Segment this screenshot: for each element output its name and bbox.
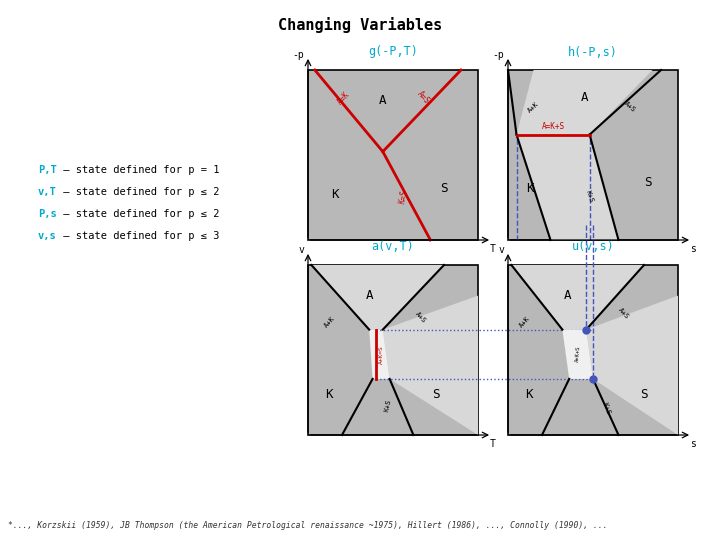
Text: – state defined for p = 1: – state defined for p = 1 [57, 165, 219, 175]
Text: K: K [525, 388, 532, 401]
Text: T: T [490, 244, 496, 254]
Text: K: K [331, 187, 339, 200]
Text: A=K+S: A=K+S [541, 122, 564, 131]
Text: a(v,T): a(v,T) [372, 240, 415, 253]
Polygon shape [308, 265, 478, 435]
Polygon shape [369, 329, 390, 379]
Polygon shape [308, 70, 478, 240]
Polygon shape [511, 265, 644, 329]
Text: P,T: P,T [38, 165, 57, 175]
Text: v,s: v,s [38, 231, 57, 241]
Text: K+S: K+S [585, 190, 595, 204]
Text: A+K: A+K [518, 315, 531, 329]
Text: A: A [379, 94, 387, 107]
Text: A: A [366, 289, 373, 302]
Text: S: S [432, 388, 439, 401]
Polygon shape [311, 265, 444, 329]
Text: T: T [490, 439, 496, 449]
Polygon shape [383, 295, 478, 435]
Text: A+K: A+K [323, 315, 336, 329]
Text: A+S: A+S [617, 307, 630, 320]
Text: h(-P,s): h(-P,s) [568, 45, 618, 58]
Text: – state defined for p ≤ 3: – state defined for p ≤ 3 [57, 231, 219, 241]
Text: s: s [690, 439, 696, 449]
Polygon shape [586, 295, 678, 435]
Text: K=S: K=S [398, 189, 410, 205]
Text: K+S: K+S [384, 399, 392, 412]
Text: u(v,s): u(v,s) [572, 240, 614, 253]
Text: A+S: A+S [414, 310, 427, 324]
Text: – state defined for p ≤ 2: – state defined for p ≤ 2 [57, 209, 219, 219]
Polygon shape [516, 70, 652, 134]
Text: -p: -p [292, 50, 304, 60]
Text: A: A [564, 289, 571, 302]
Polygon shape [508, 265, 678, 435]
Text: v: v [498, 245, 504, 255]
Text: S: S [644, 176, 651, 188]
Polygon shape [562, 329, 593, 379]
Text: A+K: A+K [527, 100, 540, 113]
Text: K: K [325, 388, 332, 401]
Text: A+K+S: A+K+S [575, 346, 581, 362]
Polygon shape [516, 134, 618, 240]
Text: g(-P,T): g(-P,T) [368, 45, 418, 58]
Text: s: s [690, 244, 696, 254]
Text: Changing Variables: Changing Variables [278, 17, 442, 33]
Text: S: S [440, 183, 448, 195]
Text: – state defined for p ≤ 2: – state defined for p ≤ 2 [57, 187, 219, 197]
Text: A+S: A+S [624, 100, 637, 113]
Text: A=K: A=K [336, 90, 351, 106]
Polygon shape [508, 70, 678, 240]
Text: S: S [640, 388, 648, 401]
Text: -p: -p [492, 50, 504, 60]
Text: A+K=S: A+K=S [379, 345, 384, 363]
Text: K+S: K+S [602, 402, 611, 416]
Text: P,s: P,s [38, 209, 57, 219]
Text: v,T: v,T [38, 187, 57, 197]
Text: v: v [298, 245, 304, 255]
Text: A=S: A=S [415, 90, 431, 106]
Text: *..., Korzskii (1959), JB Thompson (the American Petrological renaissance ~1975): *..., Korzskii (1959), JB Thompson (the … [8, 521, 608, 530]
Text: K: K [526, 183, 534, 195]
Text: A: A [581, 91, 588, 104]
